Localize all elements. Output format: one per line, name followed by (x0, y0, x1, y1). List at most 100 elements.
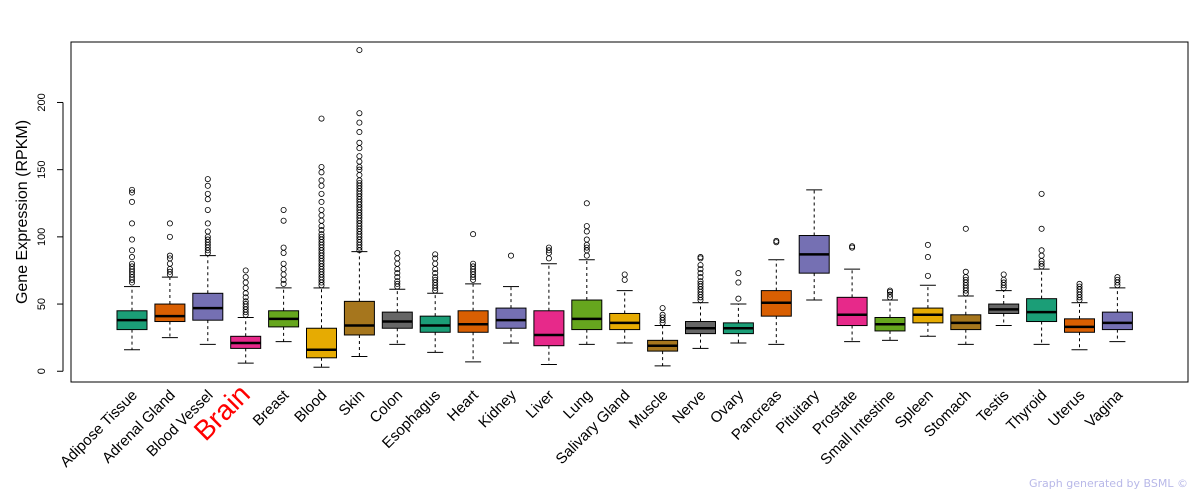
box-group (495, 252, 527, 344)
iqr-box (609, 312, 641, 331)
outlier-point (356, 145, 363, 152)
box-group (116, 186, 148, 351)
outlier-point (583, 200, 590, 207)
x-category-label: Muscle (626, 387, 672, 433)
outlier-point (128, 189, 135, 196)
outlier-point (166, 255, 173, 262)
y-tick-label: 50 (36, 298, 48, 310)
outlier-point (1076, 283, 1083, 290)
outlier-point (621, 271, 628, 278)
iqr-box (192, 292, 224, 321)
outlier-point (204, 206, 211, 213)
outlier-point (583, 252, 590, 259)
outlier-point (204, 176, 211, 183)
box-group (950, 225, 982, 345)
outlier-point (962, 276, 969, 283)
outlier-point (394, 270, 401, 277)
iqr-box (836, 296, 868, 327)
outlier-point (697, 270, 704, 277)
x-category-label: Uterus (1045, 387, 1088, 430)
outlier-point (280, 280, 287, 287)
iqr-box (533, 310, 565, 347)
box-group (760, 237, 792, 345)
outlier-point (318, 212, 325, 219)
box-group (874, 287, 906, 341)
outlier-point (1114, 276, 1121, 283)
outlier-point (242, 294, 249, 301)
outlier-point (356, 47, 363, 54)
box-group (912, 241, 944, 337)
iqr-box (381, 311, 413, 329)
outlier-point (318, 206, 325, 213)
y-tick-label: 0 (36, 368, 48, 374)
outlier-point (166, 220, 173, 227)
outlier-point (697, 266, 704, 273)
outlier-point (280, 271, 287, 278)
outlier-point (204, 196, 211, 203)
outlier-point (470, 260, 477, 267)
x-category-label: Thyroid (1003, 387, 1050, 434)
outlier-point (242, 284, 249, 291)
y-axis: 0 50 100 150 200 (36, 93, 64, 374)
outlier-point (659, 311, 666, 318)
outlier-point (394, 280, 401, 287)
outlier-point (545, 255, 552, 262)
outlier-point (394, 274, 401, 281)
outlier-point (1038, 260, 1045, 267)
outlier-point (583, 228, 590, 235)
box-group (230, 267, 262, 364)
outlier-point (735, 295, 742, 302)
outlier-point (204, 236, 211, 243)
outlier-point (356, 110, 363, 117)
box-group (154, 220, 186, 339)
y-tick-label: 200 (36, 93, 48, 111)
outlier-point (356, 139, 363, 146)
box-group (1101, 274, 1133, 343)
outlier-point (318, 115, 325, 122)
outlier-point (242, 267, 249, 274)
outlier-point (735, 279, 742, 286)
outlier-point (659, 314, 666, 321)
outlier-point (583, 244, 590, 251)
outlier-point (204, 190, 211, 197)
iqr-box (419, 315, 451, 333)
outlier-point (318, 227, 325, 234)
box-group (988, 271, 1020, 327)
outlier-point (166, 268, 173, 275)
outlier-point (204, 182, 211, 189)
outlier-point (356, 180, 363, 187)
outlier-point (394, 255, 401, 262)
box-group (1064, 280, 1095, 351)
iqr-box (1101, 311, 1133, 331)
outlier-point (1038, 190, 1045, 197)
outlier-point (432, 274, 439, 281)
outlier-point (128, 260, 135, 267)
outlier-point (697, 280, 704, 287)
outlier-point (242, 274, 249, 281)
outlier-point (545, 247, 552, 254)
iqr-box (343, 300, 375, 336)
outlier-point (583, 236, 590, 243)
iqr-box (154, 303, 186, 323)
outlier-point (432, 251, 439, 258)
box-group (381, 249, 413, 345)
outlier-point (242, 298, 249, 305)
x-category-label: Kidney (475, 386, 520, 431)
box-series (116, 47, 1133, 368)
box-group (533, 244, 565, 366)
outlier-point (773, 237, 780, 244)
x-category-label: Vagina (1082, 386, 1127, 431)
outlier-point (318, 217, 325, 224)
footer-credit: Graph generated by BSML © (1029, 477, 1188, 490)
outlier-point (356, 119, 363, 126)
outlier-point (1038, 252, 1045, 259)
outlier-point (356, 166, 363, 173)
box-group (685, 254, 716, 349)
outlier-point (280, 206, 287, 213)
outlier-point (1114, 274, 1121, 281)
outlier-point (394, 260, 401, 267)
outlier-point (470, 231, 477, 238)
outlier-point (697, 278, 704, 285)
outlier-point (849, 243, 856, 250)
outlier-point (697, 254, 704, 261)
